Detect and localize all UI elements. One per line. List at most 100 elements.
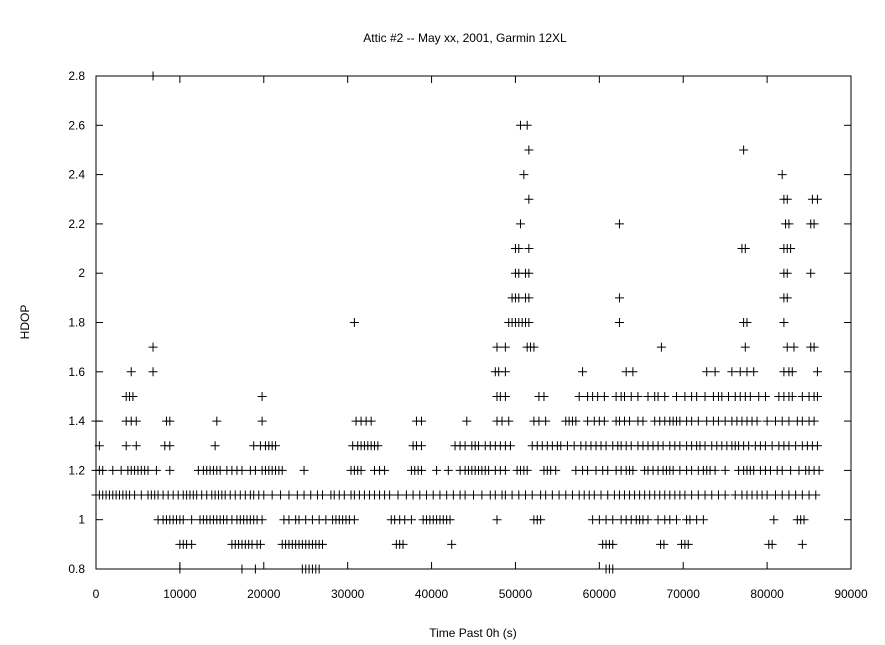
- data-point: [727, 367, 737, 377]
- data-point: [599, 391, 609, 401]
- data-point: [143, 465, 153, 475]
- data-point: [416, 416, 426, 426]
- y-tick-label: 2.8: [68, 69, 85, 83]
- y-tick-label: 0.8: [68, 562, 85, 576]
- data-point: [784, 219, 794, 229]
- data-point: [710, 367, 720, 377]
- y-tick-label: 2.6: [68, 118, 85, 132]
- y-tick-label: 1.4: [68, 414, 85, 428]
- data-point: [148, 342, 158, 352]
- data-point: [782, 194, 792, 204]
- data-point: [583, 465, 593, 475]
- data-point: [628, 465, 638, 475]
- data-point: [767, 539, 777, 549]
- data-point: [529, 342, 539, 352]
- data-point: [366, 416, 376, 426]
- data-point: [814, 465, 824, 475]
- data-point: [625, 416, 635, 426]
- data-point: [812, 441, 822, 451]
- data-point: [797, 539, 807, 549]
- data-point: [178, 515, 188, 525]
- axes-layer: 0 10000 20000 30000 40000 50000 60000 70000 8000…: [68, 69, 868, 601]
- data-point: [693, 416, 703, 426]
- data-point: [255, 539, 265, 549]
- y-tick-label: 2.4: [68, 168, 85, 182]
- data-point: [524, 268, 534, 278]
- data-point: [210, 441, 220, 451]
- data-point: [524, 194, 534, 204]
- data-point: [492, 342, 502, 352]
- data-point: [799, 515, 809, 525]
- data-point: [349, 318, 359, 327]
- data-point: [638, 416, 648, 426]
- data-point: [789, 342, 799, 352]
- data-point: [809, 416, 819, 426]
- data-point: [131, 441, 141, 451]
- data-point: [660, 391, 670, 401]
- y-tick-label: 2: [78, 266, 85, 280]
- data-point: [740, 244, 750, 254]
- data-point: [267, 490, 277, 500]
- data-point: [762, 490, 772, 500]
- data-point: [94, 441, 104, 451]
- data-point: [539, 391, 549, 401]
- data-point: [416, 441, 426, 451]
- x-axis-label: Time Past 0h (s): [429, 626, 517, 640]
- data-point: [406, 515, 416, 525]
- data-point: [614, 219, 624, 229]
- data-point: [500, 391, 510, 401]
- data-point: [752, 416, 762, 426]
- data-point: [739, 145, 749, 155]
- data-point: [574, 391, 584, 401]
- data-point: [126, 367, 136, 377]
- data-point: [812, 194, 822, 204]
- y-tick-label: 1: [78, 513, 85, 527]
- x-tick-label: 20000: [247, 587, 281, 601]
- data-point: [524, 293, 534, 303]
- data-point: [416, 465, 426, 475]
- data-point: [393, 490, 403, 500]
- data-point: [672, 515, 682, 525]
- data-point: [608, 515, 618, 525]
- data-point: [720, 465, 730, 475]
- x-tick-label: 60000: [583, 587, 617, 601]
- x-tick-label: 40000: [415, 587, 449, 601]
- data-point: [469, 490, 478, 500]
- data-point: [212, 416, 222, 426]
- data-point: [98, 465, 108, 475]
- data-point: [259, 490, 269, 500]
- data-point: [500, 367, 510, 377]
- data-point: [257, 515, 267, 525]
- data-point: [356, 465, 366, 475]
- data-point: [165, 416, 175, 426]
- data-point: [131, 416, 141, 426]
- data-point: [151, 465, 161, 475]
- data-point: [148, 71, 158, 81]
- data-point: [809, 342, 819, 352]
- data-point: [633, 391, 643, 401]
- data-point: [786, 465, 796, 475]
- data-point: [447, 539, 457, 549]
- data-point: [812, 391, 822, 401]
- data-point: [541, 416, 551, 426]
- data-point: [608, 539, 618, 549]
- data-point: [257, 416, 267, 426]
- x-tick-label: 70000: [667, 587, 701, 601]
- data-point: [578, 367, 588, 377]
- data-point: [519, 170, 529, 180]
- data-point: [643, 515, 653, 525]
- data-point: [742, 318, 752, 327]
- data-point: [784, 416, 794, 426]
- data-point: [299, 465, 309, 475]
- data-point: [108, 465, 118, 475]
- data-point: [777, 465, 787, 475]
- data-point: [284, 490, 294, 500]
- data-point: [745, 391, 755, 401]
- y-tick-label: 2.2: [68, 217, 85, 231]
- data-point: [524, 145, 534, 155]
- data-point: [477, 490, 487, 500]
- data-point: [720, 490, 730, 500]
- data-point: [121, 441, 131, 451]
- x-tick-label: 0: [93, 587, 100, 601]
- data-point: [599, 416, 609, 426]
